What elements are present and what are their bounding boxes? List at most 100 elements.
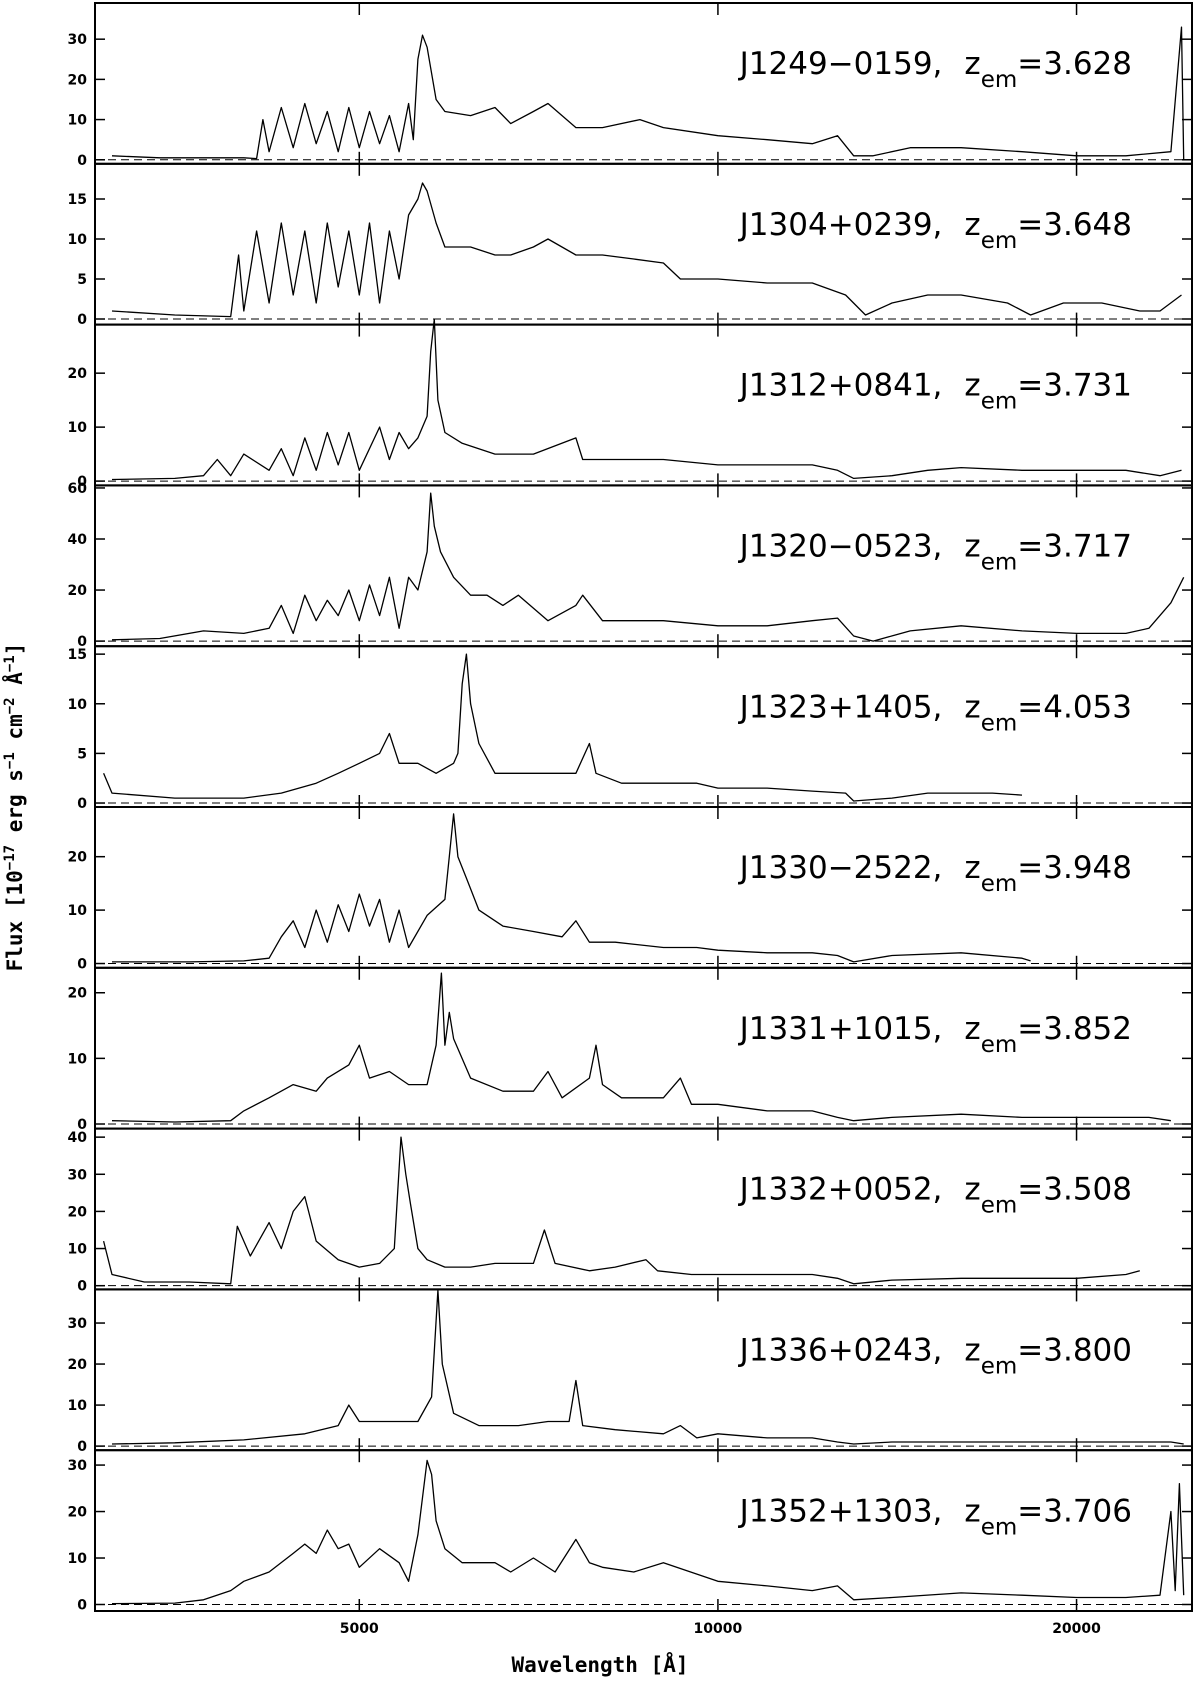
panel-frame — [94, 966, 1193, 1130]
z-value: =3.731 — [1017, 368, 1132, 404]
y-tick-label: 0 — [77, 1597, 87, 1613]
label-part: cm — [3, 714, 27, 752]
z-value: =4.053 — [1017, 689, 1132, 725]
z-symbol: z — [964, 1493, 980, 1529]
y-tick-label: 20 — [68, 1357, 88, 1373]
y-tick-label: 20 — [68, 850, 88, 866]
z-subscript: em — [981, 871, 1018, 897]
z-subscript: em — [981, 1193, 1018, 1219]
object-name: J1331+1015, — [738, 1011, 943, 1047]
panel-label: J1332+0052, zem=3.508 — [738, 1172, 1132, 1219]
panel-label: J1304+0239, zem=3.648 — [738, 207, 1132, 254]
y-tick-label: 20 — [68, 366, 88, 382]
y-tick-label: 5 — [77, 746, 87, 762]
y-tick-label: 10 — [68, 113, 88, 129]
y-tick-label: 40 — [68, 532, 88, 548]
y-tick-label: 0 — [77, 634, 87, 650]
z-value: =3.706 — [1017, 1493, 1132, 1529]
spectrum-line — [112, 813, 1031, 963]
y-tick-label: 20 — [68, 583, 88, 599]
y-tick-label: 15 — [68, 647, 87, 663]
object-name: J1336+0243, — [738, 1333, 943, 1369]
panel-frame — [94, 1449, 1193, 1612]
spectrum-line — [111, 972, 1171, 1123]
panel-frame — [94, 1127, 1193, 1291]
z-value: =3.628 — [1017, 46, 1132, 82]
y-tick-label: 40 — [68, 1130, 88, 1146]
spectrum-line — [111, 182, 1182, 318]
object-name: J1249−0159, — [738, 46, 943, 82]
spectrum-line — [111, 1459, 1185, 1605]
object-name: J1352+1303, — [738, 1493, 943, 1529]
y-tick-label: 10 — [68, 1551, 88, 1567]
z-subscript: em — [981, 1354, 1018, 1380]
z-subscript: em — [981, 67, 1018, 93]
label-part: ] — [3, 643, 27, 656]
label-part: Å — [2, 672, 27, 698]
y-tick-label: 20 — [68, 72, 88, 88]
z-symbol: z — [964, 46, 980, 82]
z-value: =3.648 — [1017, 207, 1132, 243]
z-subscript: em — [981, 550, 1018, 576]
z-subscript: em — [981, 228, 1018, 254]
y-tick-label: 30 — [68, 32, 88, 48]
object-name: J1332+0052, — [738, 1172, 943, 1208]
spectrum-line — [103, 653, 1023, 802]
y-tick-label: 10 — [68, 1398, 88, 1414]
panel-label: J1336+0243, zem=3.800 — [738, 1333, 1132, 1380]
panel-frame — [94, 323, 1193, 487]
panel-label: J1330−2522, zem=3.948 — [738, 850, 1132, 897]
y-axis-label: Flux [10−17 erg s−1 cm−2 Å−1] — [2, 643, 27, 972]
y-tick-label: 0 — [77, 1117, 87, 1133]
y-tick-label: 0 — [77, 957, 87, 973]
y-tick-label: 20 — [68, 1505, 88, 1521]
z-symbol: z — [964, 207, 980, 243]
superscript: −1 — [2, 752, 18, 769]
z-subscript: em — [981, 1032, 1018, 1058]
y-tick-label: 10 — [68, 1242, 88, 1258]
panel: 0 10 20 30 J1249−0159, zem=3.628 — [68, 2, 1193, 169]
panel-label: J1352+1303, zem=3.706 — [738, 1493, 1132, 1540]
superscript: −2 — [2, 697, 18, 714]
y-tick-label: 0 — [77, 474, 87, 490]
spectrum-line — [111, 318, 1182, 481]
panel-label: J1323+1405, zem=4.053 — [738, 689, 1132, 736]
z-symbol: z — [964, 850, 980, 886]
superscript: −17 — [2, 845, 18, 870]
y-tick-label: 5 — [77, 272, 87, 288]
x-tick-label: 20000 — [1052, 1621, 1101, 1637]
label-part: erg s — [3, 769, 27, 845]
panel-label: J1320−0523, zem=3.717 — [738, 529, 1132, 576]
y-tick-label: 0 — [77, 796, 87, 812]
z-value: =3.852 — [1017, 1011, 1132, 1047]
y-tick-label: 10 — [68, 420, 88, 436]
y-tick-label: 10 — [68, 232, 88, 248]
spectrum-line — [111, 1289, 1184, 1445]
superscript: −1 — [2, 655, 18, 672]
y-tick-label: 30 — [68, 1316, 88, 1332]
spectrum-line — [111, 492, 1185, 642]
spectrum-line — [102, 1136, 1140, 1285]
object-name: J1312+0841, — [738, 368, 943, 404]
panel: 0 10 20 J1330−2522, zem=3.948 — [68, 806, 1193, 973]
panel: 0 10 20 J1312+0841, zem=3.731 — [68, 318, 1193, 490]
z-subscript: em — [981, 710, 1018, 736]
z-symbol: z — [964, 1172, 980, 1208]
panel: 0 20 40 60 J1320−0523, zem=3.717 — [68, 481, 1193, 650]
z-subscript: em — [981, 389, 1018, 415]
z-value: =3.948 — [1017, 850, 1132, 886]
z-symbol: z — [964, 1011, 980, 1047]
object-name: J1304+0239, — [738, 207, 943, 243]
z-symbol: z — [964, 529, 980, 565]
panel: 0 5 10 15 J1323+1405, zem=4.053 — [68, 645, 1193, 812]
panel-frame — [94, 1288, 1193, 1452]
panel: 0 5 10 15 J1304+0239, zem=3.648 — [68, 162, 1193, 328]
y-tick-label: 0 — [77, 312, 87, 328]
object-name: J1323+1405, — [738, 689, 943, 725]
object-name: J1320−0523, — [738, 529, 943, 565]
panel: 0 10 20 30 5000 10000 20000 J1352+1303, zem=3.70… — [68, 1449, 1193, 1637]
y-tick-label: 30 — [68, 1458, 88, 1474]
y-tick-label: 10 — [68, 697, 88, 713]
